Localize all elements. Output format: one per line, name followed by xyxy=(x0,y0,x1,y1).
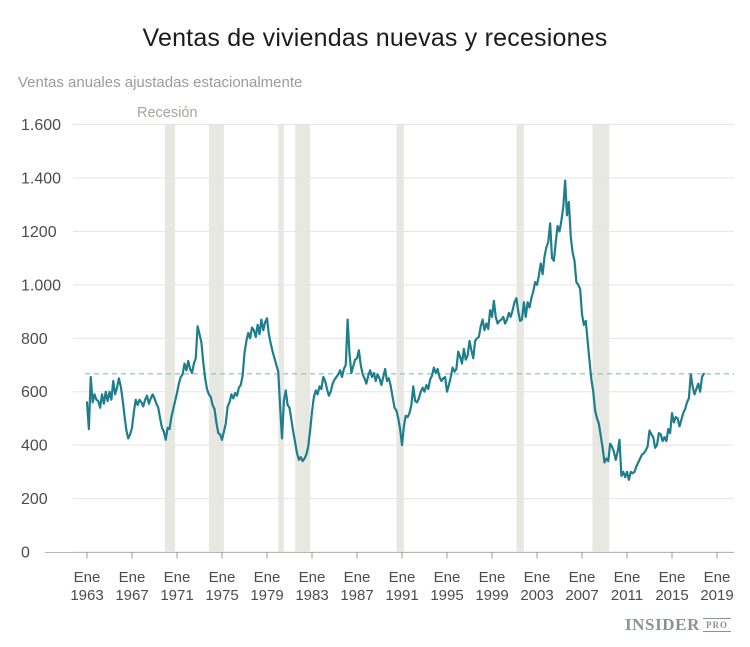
x-tick-year: 2007 xyxy=(565,587,598,604)
x-tick-year: 1987 xyxy=(340,587,373,604)
x-tick-month: Ene xyxy=(704,569,731,586)
x-tick-year: 1983 xyxy=(295,587,328,604)
x-tick-month: Ene xyxy=(164,569,191,586)
insider-pro-logo: INSIDER PRO xyxy=(625,615,731,635)
x-tick-month: Ene xyxy=(299,569,326,586)
page-title: Ventas de viviendas nuevas y recesiones xyxy=(142,24,608,52)
y-tick-label: 800 xyxy=(21,331,48,348)
x-tick-year: 2015 xyxy=(655,587,688,604)
x-tick-month: Ene xyxy=(74,569,101,586)
brand-text: INSIDER xyxy=(624,615,700,634)
y-tick-label: 1200 xyxy=(21,224,57,241)
x-tick-year: 1971 xyxy=(160,587,193,604)
x-tick-month: Ene xyxy=(524,569,551,586)
x-tick-year: 2019 xyxy=(700,587,733,604)
x-tick-month: Ene xyxy=(659,569,686,586)
x-tick-month: Ene xyxy=(434,569,461,586)
x-tick-year: 2003 xyxy=(520,587,553,604)
x-tick-year: 1995 xyxy=(430,587,463,604)
y-tick-label: 1.400 xyxy=(21,170,61,187)
y-tick-label: 600 xyxy=(21,384,48,401)
y-axis-labels: 0 200 400 600 800 1.000 1200 1.400 1.600 xyxy=(21,117,61,562)
x-tick-year: 1999 xyxy=(475,587,508,604)
x-tick-month: Ene xyxy=(209,569,236,586)
x-tick-month: Ene xyxy=(569,569,596,586)
y-tick-label: 0 xyxy=(21,545,30,562)
y-tick-label: 200 xyxy=(21,491,48,508)
x-axis-ticks xyxy=(86,552,718,559)
x-tick-month: Ene xyxy=(254,569,281,586)
x-tick-year: 1991 xyxy=(385,587,418,604)
sales-line xyxy=(85,179,705,481)
y-tick-label: 1.000 xyxy=(21,277,61,294)
y-tick-label: 1.600 xyxy=(21,117,61,134)
x-tick-year: 1963 xyxy=(70,587,103,604)
x-tick-month: Ene xyxy=(119,569,146,586)
x-tick-month: Ene xyxy=(479,569,506,586)
brand-pro-badge: PRO xyxy=(703,618,731,632)
x-tick-year: 1967 xyxy=(115,587,148,604)
x-tick-year: 2011 xyxy=(611,587,643,604)
x-tick-year: 1975 xyxy=(205,587,238,604)
x-tick-year: 1979 xyxy=(250,587,283,604)
x-tick-month: Ene xyxy=(389,569,416,586)
x-axis-labels: Ene1963Ene1967Ene1971Ene1975Ene1979Ene19… xyxy=(70,569,733,604)
recession-annotation: Recesión xyxy=(137,105,197,121)
x-tick-month: Ene xyxy=(344,569,371,586)
grid xyxy=(73,124,734,553)
y-tick-label: 400 xyxy=(21,438,48,455)
x-tick-month: Ene xyxy=(614,569,641,586)
chart-subtitle: Ventas anuales ajustadas estacionalmente xyxy=(18,74,303,91)
